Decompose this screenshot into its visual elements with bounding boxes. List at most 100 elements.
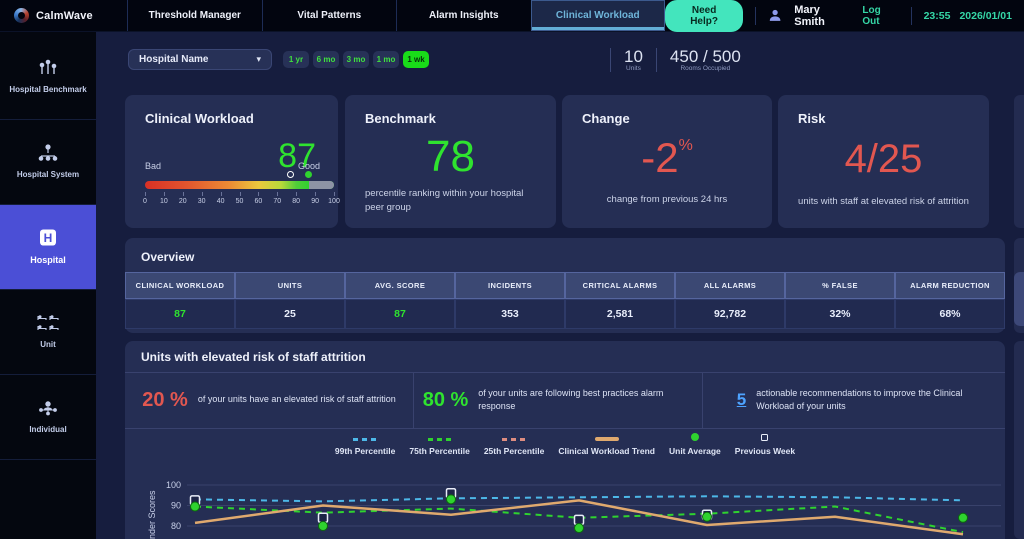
gauge-tick — [334, 192, 335, 196]
top-bar-right: Need Help? Mary Smith Log Out 23:55 2026… — [665, 0, 1024, 32]
gauge-tick — [163, 192, 165, 196]
card-title: Risk — [798, 111, 826, 126]
legend-item: 25th Percentile — [484, 438, 544, 456]
chevron-down-icon: ▾ — [256, 54, 261, 64]
legend-label: Unit Average — [668, 446, 721, 456]
overview-cell: 92,782 — [675, 299, 785, 329]
user-avatar-icon — [769, 9, 781, 21]
card-title: Change — [582, 111, 630, 126]
sidebar-item-label: Individual — [29, 425, 67, 435]
individual-icon — [39, 401, 57, 416]
sidebar-item-hospital-system[interactable]: Hospital System — [0, 120, 96, 205]
risk-caption: units with staff at elevated risk of att… — [798, 195, 969, 207]
benchmark-caption: percentile ranking within your hospital … — [365, 188, 524, 213]
sidebar-item-hospital-benchmark[interactable]: Hospital Benchmark — [0, 35, 96, 120]
overview-header-row: CLINICAL WORKLOAD UNITS AVG. SCORE INCIDENT… — [125, 272, 1005, 299]
risk-card: Risk 4/25 units with staff at elevated r… — [778, 95, 989, 228]
svg-text:100: 100 — [166, 480, 181, 490]
overview-cell: 87 — [345, 299, 455, 329]
sidebar-item-label: Hospital Benchmark — [9, 85, 87, 95]
gauge-tick — [277, 192, 279, 196]
header-stats: 10 Units 450 / 500 Rooms Occupied — [610, 44, 741, 76]
attrition-stats-row: 20 % of your units have an elevated risk… — [125, 372, 1005, 428]
sidebar-item-individual[interactable]: Individual — [0, 375, 96, 460]
overview-title: Overview — [141, 250, 195, 264]
legend-item: Previous Week — [735, 434, 795, 456]
app-logo: CalmWave — [0, 0, 127, 31]
recommendations-text: actionable recommendations to improve th… — [756, 387, 963, 411]
svg-text:90: 90 — [171, 501, 181, 511]
overview-cell: 25 — [235, 299, 345, 329]
gauge-markers — [145, 171, 334, 179]
overview-card: Overview CLINICAL WORKLOAD UNITS AVG. SCOR… — [125, 238, 1005, 333]
legend-dot-marker — [690, 433, 699, 441]
divider — [655, 48, 657, 72]
divider — [755, 6, 757, 25]
sidebar-nav: Hospital Benchmark Hospital System H Hos… — [0, 32, 96, 539]
svg-text:H: H — [44, 231, 53, 245]
range-button-1yr[interactable]: 1 yr — [283, 51, 309, 68]
gauge-tick-label: 30 — [197, 198, 206, 205]
legend-item: 99th Percentile — [335, 438, 395, 456]
need-help-button[interactable]: Need Help? — [665, 0, 744, 32]
legend-item: Unit Average — [669, 433, 721, 456]
legend-solid-marker — [594, 437, 619, 441]
hospital-name-dropdown[interactable]: Hospital Name ▾ — [128, 49, 272, 70]
sidebar-item-unit[interactable]: Unit — [0, 290, 96, 375]
gauge-tick — [315, 192, 317, 196]
trend-chart-svg: 100 90 80 nder Scores — [147, 480, 1001, 539]
range-button-1mo[interactable]: 1 mo — [373, 51, 399, 68]
overview-cell: 2,581 — [565, 299, 675, 329]
workload-trend-chart: 100 90 80 nder Scores — [125, 463, 1005, 539]
best-practices-text: of your units are following best practic… — [478, 387, 664, 411]
clinical-workload-card: Clinical Workload 87 Bad Good 0 10 20 30 40 5… — [125, 95, 340, 228]
tab-vital-patterns[interactable]: Vital Patterns — [261, 0, 397, 31]
chart-legend: 99th Percentile 75th Percentile 25th Perce… — [125, 433, 1005, 456]
benchmark-chart-icon — [39, 59, 57, 75]
recommendations-count-link[interactable]: 5 — [736, 390, 747, 409]
user-name: Mary Smith — [794, 3, 825, 28]
range-button-6mo[interactable]: 6 mo — [313, 51, 339, 68]
gauge-tick — [182, 192, 184, 196]
gauge-tick-label: 90 — [311, 198, 319, 205]
attrition-stat-risk: 20 % of your units have an elevated risk… — [125, 372, 414, 428]
sidebar-item-label: Hospital System — [16, 170, 80, 180]
tab-alarm-insights[interactable]: Alarm Insights — [396, 0, 531, 31]
range-button-3mo[interactable]: 3 mo — [343, 51, 369, 68]
range-button-1wk[interactable]: 1 wk — [403, 51, 429, 68]
legend-square-marker — [761, 434, 769, 441]
gauge-tick-label: 80 — [292, 198, 301, 205]
gauge-tick-label: 10 — [159, 198, 168, 205]
change-card: Change -2% change from previous 24 hrs — [562, 95, 772, 228]
overview-cell: 353 — [455, 299, 565, 329]
gauge-good-label: Good — [297, 161, 320, 171]
divider — [610, 48, 611, 72]
overview-value-row: 87 25 87 353 2,581 92,782 32% 68% — [125, 299, 1005, 329]
clinical-workload-score: 87 — [278, 137, 316, 175]
attrition-risk-percent: 20 % — [142, 388, 188, 411]
tab-threshold-manager[interactable]: Threshold Manager — [127, 0, 262, 31]
gauge-tick-label: 70 — [273, 198, 282, 205]
app-logo-text: CalmWave — [36, 9, 93, 22]
sidebar-item-hospital[interactable]: H Hospital — [0, 205, 96, 290]
logout-link[interactable]: Log Out — [862, 4, 881, 27]
overview-column-header: ALARM REDUCTION — [895, 272, 1005, 299]
legend-label: 99th Percentile — [334, 446, 396, 456]
legend-dashed-marker — [353, 438, 378, 441]
gauge-tick-labels: 0 10 20 30 40 50 60 70 80 90 100 — [143, 198, 340, 207]
hierarchy-icon — [38, 144, 58, 162]
tab-clinical-workload[interactable]: Clinical Workload — [530, 0, 666, 31]
divider — [910, 6, 912, 25]
legend-item: 75th Percentile — [409, 438, 470, 456]
clipped-table-sliver — [1014, 272, 1024, 326]
clock-date: 2026/01/01 — [959, 9, 1012, 22]
clipped-card-sliver — [1014, 341, 1024, 539]
clock-time: 23:55 — [923, 9, 951, 22]
overview-cell: 32% — [785, 299, 895, 329]
legend-label: 25th Percentile — [483, 446, 545, 456]
best-practices-percent: 80 % — [422, 388, 469, 411]
legend-label: 75th Percentile — [409, 446, 470, 456]
units-count: 10 — [624, 46, 643, 66]
top-bar: CalmWave Threshold Manager Vital Pattern… — [0, 0, 1024, 32]
svg-text:nder Scores: nder Scores — [147, 490, 157, 539]
